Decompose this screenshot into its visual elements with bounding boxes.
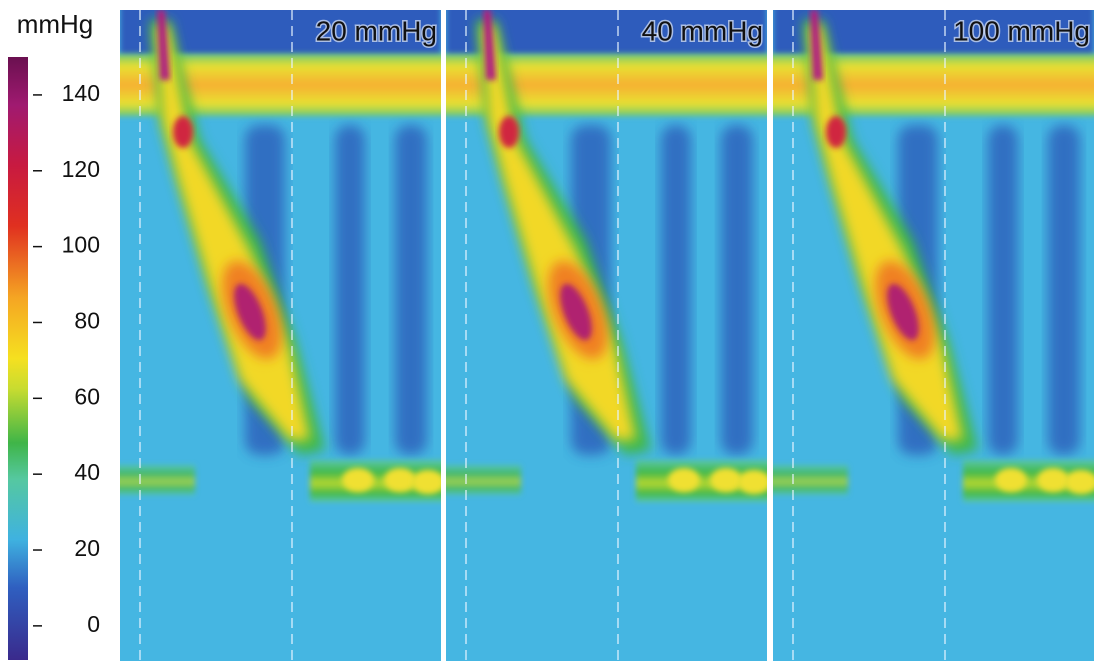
les-blob [710,468,742,492]
les-blob [384,468,416,492]
colorbar-tick-label: 120 [62,156,100,182]
colorbar-tick-label: 100 [62,232,100,258]
les-left [446,465,521,495]
les-blob [668,468,700,492]
colorbar-label: mmHg [17,9,94,39]
les-left [773,465,848,495]
low-stripe [988,125,1018,455]
colorbar-tick-label: 80 [74,308,100,334]
panel-body [446,10,767,661]
colorbar-tick-label: 0 [87,611,100,637]
panel: 100 mmHg [773,10,1094,661]
colorbar-tick-label: 40 [74,459,100,485]
panel-title: 100 mmHg [953,15,1090,46]
wave-early [826,116,846,148]
panel-title: 40 mmHg [642,15,763,46]
les-left [120,465,195,495]
colorbar-tick-label: 140 [62,80,100,106]
ues-spike [483,10,496,80]
ues-spike [810,10,823,80]
wave-peak [887,283,919,341]
les-blob [738,470,767,494]
panel-body [120,10,441,661]
colorbar-tick-label: 20 [74,535,100,561]
panel: 20 mmHg [120,10,441,661]
panel-body [773,10,1094,661]
les-blob [995,468,1027,492]
colorbar-tick-label: 60 [74,383,100,409]
wave-early [173,116,193,148]
les-blob [1065,470,1094,494]
low-stripe [395,125,427,455]
wave-early [499,116,519,148]
panel: 40 mmHg [446,10,767,661]
colorbar [8,57,28,660]
low-stripe [661,125,691,455]
low-stripe [335,125,365,455]
ues-spike [157,10,170,80]
low-stripe [1048,125,1080,455]
wave-peak [560,283,592,341]
les-blob [1037,468,1069,492]
les-blob [342,468,374,492]
les-blob [412,470,441,494]
panel-title: 20 mmHg [316,15,437,46]
low-stripe [721,125,753,455]
wave-peak [234,283,266,341]
panels: 20 mmHg 40 mmHg 100 mmHg [120,10,1094,661]
